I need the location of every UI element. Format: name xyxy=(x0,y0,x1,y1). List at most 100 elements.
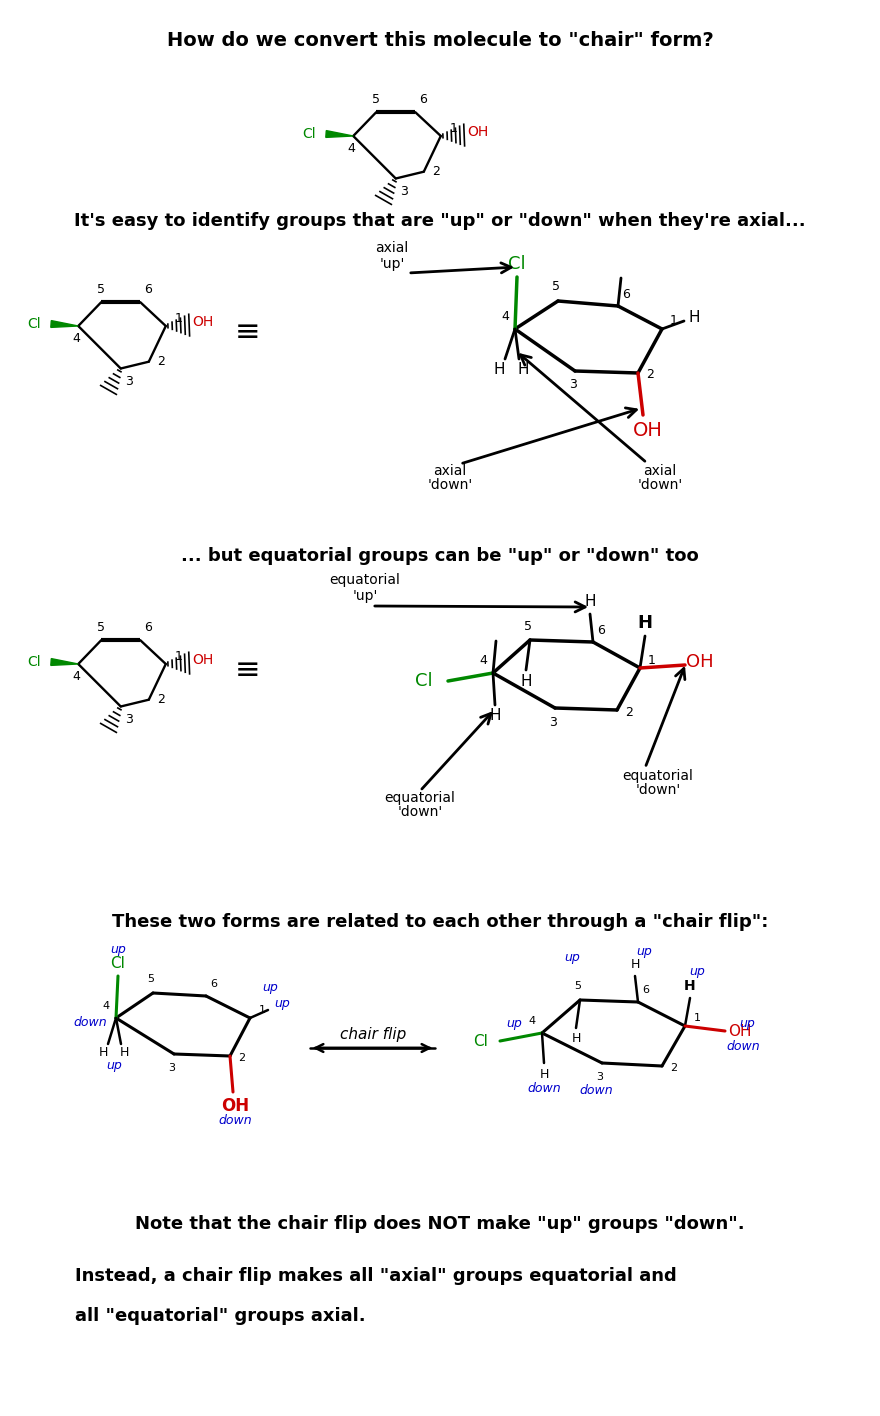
Polygon shape xyxy=(51,320,78,327)
Text: down: down xyxy=(73,1017,106,1029)
Text: 1: 1 xyxy=(670,314,678,327)
Text: 2: 2 xyxy=(157,355,165,368)
Text: axial: axial xyxy=(433,464,466,479)
Text: 5: 5 xyxy=(524,620,532,633)
Text: up: up xyxy=(564,952,580,964)
Text: 6: 6 xyxy=(144,283,152,296)
Text: up: up xyxy=(106,1059,121,1072)
Text: 3: 3 xyxy=(597,1072,604,1082)
Text: up: up xyxy=(506,1017,522,1029)
Text: 6: 6 xyxy=(597,623,605,637)
Text: up: up xyxy=(689,966,705,978)
Text: 2: 2 xyxy=(625,705,633,718)
Text: 6: 6 xyxy=(420,92,427,106)
Text: H: H xyxy=(539,1069,549,1082)
Text: OH: OH xyxy=(633,422,663,440)
Text: 5: 5 xyxy=(148,974,155,984)
Text: 6: 6 xyxy=(642,986,649,995)
Text: 3: 3 xyxy=(168,1063,175,1073)
Text: H: H xyxy=(489,708,501,724)
Text: 4: 4 xyxy=(528,1017,536,1027)
Text: up: up xyxy=(110,943,126,956)
Text: 'up': 'up' xyxy=(379,256,405,270)
Text: Cl: Cl xyxy=(111,956,126,971)
Text: down: down xyxy=(726,1039,759,1052)
Text: 3: 3 xyxy=(125,714,133,726)
Text: H: H xyxy=(688,310,700,324)
Text: 1: 1 xyxy=(648,654,656,667)
Text: ... but equatorial groups can be "up" or "down" too: ... but equatorial groups can be "up" or… xyxy=(181,547,699,565)
Text: 4: 4 xyxy=(348,143,356,156)
Text: H: H xyxy=(99,1046,107,1059)
Text: OH: OH xyxy=(729,1024,752,1038)
Text: Cl: Cl xyxy=(302,127,316,142)
Text: 'down': 'down' xyxy=(398,806,443,818)
Text: 6: 6 xyxy=(210,978,217,988)
Text: 5: 5 xyxy=(97,283,106,296)
Text: 4: 4 xyxy=(479,654,487,667)
Text: Cl: Cl xyxy=(27,317,40,331)
Text: 'up': 'up' xyxy=(352,589,378,603)
Text: 6: 6 xyxy=(144,620,152,634)
Text: 'down': 'down' xyxy=(428,479,473,491)
Text: up: up xyxy=(262,981,278,994)
Text: 2: 2 xyxy=(432,166,440,178)
Text: down: down xyxy=(218,1113,252,1127)
Text: 1: 1 xyxy=(693,1012,700,1022)
Text: These two forms are related to each other through a "chair flip":: These two forms are related to each othe… xyxy=(112,913,768,930)
Text: H: H xyxy=(494,361,505,377)
Text: H: H xyxy=(120,1046,128,1059)
Text: axial: axial xyxy=(643,464,677,479)
Text: It's easy to identify groups that are "up" or "down" when they're axial...: It's easy to identify groups that are "u… xyxy=(74,212,806,229)
Text: H: H xyxy=(637,615,652,632)
Text: OH: OH xyxy=(193,314,214,329)
Text: 4: 4 xyxy=(72,671,80,684)
Text: 5: 5 xyxy=(575,981,582,991)
Text: Note that the chair flip does NOT make "up" groups "down".: Note that the chair flip does NOT make "… xyxy=(136,1215,744,1233)
Text: Cl: Cl xyxy=(415,673,433,690)
Text: down: down xyxy=(527,1082,561,1096)
Text: 3: 3 xyxy=(400,185,407,198)
Text: chair flip: chair flip xyxy=(340,1027,407,1042)
Text: 6: 6 xyxy=(622,287,630,300)
Text: all "equatorial" groups axial.: all "equatorial" groups axial. xyxy=(75,1307,365,1325)
Text: down: down xyxy=(579,1085,612,1097)
Text: up: up xyxy=(739,1018,755,1031)
Text: 4: 4 xyxy=(72,333,80,346)
Text: 4: 4 xyxy=(501,310,509,323)
Text: 3: 3 xyxy=(125,375,133,388)
Text: H: H xyxy=(684,978,696,993)
Text: up: up xyxy=(275,997,290,1011)
Text: equatorial: equatorial xyxy=(622,769,693,783)
Text: OH: OH xyxy=(467,125,488,139)
Text: Cl: Cl xyxy=(508,255,526,273)
Text: 5: 5 xyxy=(372,92,380,106)
Text: ≡: ≡ xyxy=(234,657,260,685)
Text: 5: 5 xyxy=(97,620,106,634)
Text: 'down': 'down' xyxy=(637,479,683,491)
Polygon shape xyxy=(51,658,78,666)
Text: 1: 1 xyxy=(175,650,183,663)
Polygon shape xyxy=(326,130,353,137)
Text: H: H xyxy=(630,957,640,970)
Text: OH: OH xyxy=(221,1097,249,1114)
Text: H: H xyxy=(584,595,596,609)
Text: 2: 2 xyxy=(646,368,654,381)
Text: 1: 1 xyxy=(175,312,183,324)
Text: equatorial: equatorial xyxy=(385,792,456,806)
Text: 1: 1 xyxy=(450,122,458,135)
Text: Instead, a chair flip makes all "axial" groups equatorial and: Instead, a chair flip makes all "axial" … xyxy=(75,1267,677,1284)
Text: H: H xyxy=(571,1032,581,1045)
Text: 4: 4 xyxy=(102,1001,110,1011)
Text: ≡: ≡ xyxy=(234,319,260,347)
Text: 2: 2 xyxy=(238,1054,246,1063)
Text: H: H xyxy=(520,674,532,688)
Text: Cl: Cl xyxy=(27,656,40,668)
Text: 5: 5 xyxy=(552,280,560,293)
Text: OH: OH xyxy=(686,653,714,671)
Text: 3: 3 xyxy=(549,715,557,728)
Text: 'down': 'down' xyxy=(635,783,680,797)
Text: 2: 2 xyxy=(157,694,165,707)
Text: How do we convert this molecule to "chair" form?: How do we convert this molecule to "chai… xyxy=(166,31,714,51)
Text: 3: 3 xyxy=(569,378,577,391)
